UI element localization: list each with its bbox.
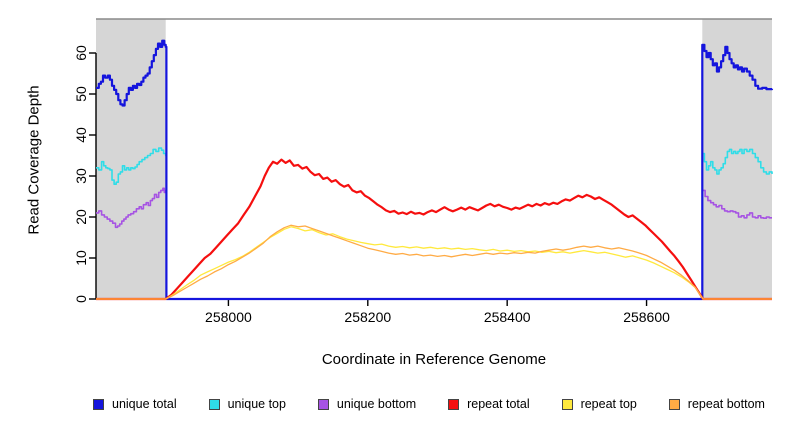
series-line-repeat-bottom [96, 224, 772, 300]
y-tick-label: 10 [73, 250, 89, 266]
legend-swatch-icon [561, 398, 573, 410]
legend-label: repeat bottom [687, 397, 765, 411]
legend-swatch-icon [208, 398, 220, 410]
legend-swatch-icon [93, 398, 104, 410]
legend-swatch-icon [668, 398, 680, 410]
legend-label: repeat total [467, 397, 530, 411]
legend-label: unique bottom [336, 397, 417, 411]
x-tick-label: 258000 [205, 309, 252, 325]
series-line-unique-total [96, 39, 774, 301]
y-axis-title: Read Coverage Depth [25, 85, 43, 235]
legend-item: unique top [208, 397, 286, 411]
y-tick-label: 30 [73, 168, 89, 184]
y-tick-label: 50 [73, 86, 89, 102]
y-tick-label: 20 [73, 209, 89, 225]
legend-swatch-icon [317, 398, 329, 410]
legend-item: unique total [93, 397, 177, 411]
legend-label: unique total [112, 397, 177, 411]
legend-item: repeat top [561, 397, 637, 411]
legend-item: repeat bottom [668, 397, 765, 411]
legend-swatch-icon [448, 398, 460, 410]
x-axis-title: Coordinate in Reference Genome [321, 351, 547, 368]
shaded-region [96, 19, 166, 299]
chart-legend: unique total unique top unique bottom repea… [93, 397, 765, 411]
series-line-repeat-total [96, 158, 772, 301]
x-tick-label: 258400 [484, 309, 531, 325]
series-line-unique-bottom [96, 187, 772, 300]
legend-label: unique top [227, 397, 286, 411]
x-tick-label: 258200 [344, 309, 391, 325]
series-line-repeat-top [96, 226, 772, 300]
legend-item: repeat total [448, 397, 530, 411]
legend-label: repeat top [580, 397, 637, 411]
x-tick-label: 258600 [623, 309, 670, 325]
coverage-chart: 0 10 20 30 40 50 60 258000 258200 258400 258600 [73, 18, 774, 325]
legend-item: unique bottom [317, 397, 417, 411]
y-tick-label: 0 [73, 295, 89, 303]
y-tick-label: 40 [73, 127, 89, 143]
series-line-unique-top [96, 147, 773, 300]
y-tick-label: 60 [73, 45, 89, 61]
